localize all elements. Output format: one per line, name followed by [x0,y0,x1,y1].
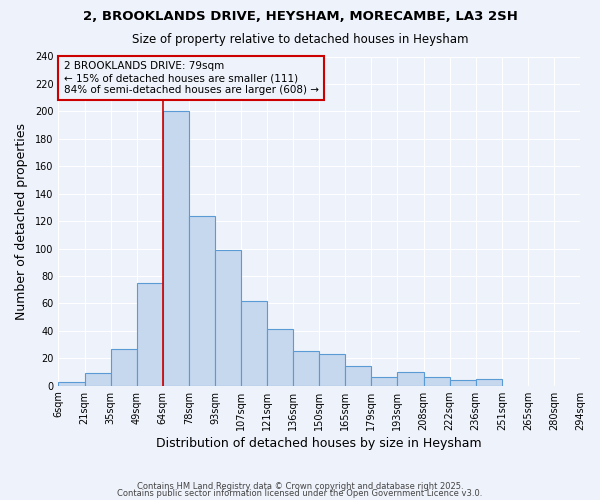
Bar [85,374,110,386]
Bar [371,378,397,386]
Bar [110,348,137,386]
Bar [293,352,319,386]
Bar [397,372,424,386]
Text: Size of property relative to detached houses in Heysham: Size of property relative to detached ho… [132,32,468,46]
Bar [58,382,85,386]
Bar [424,378,449,386]
Text: Contains public sector information licensed under the Open Government Licence v3: Contains public sector information licen… [118,490,482,498]
Bar [449,380,476,386]
Bar [476,379,502,386]
Bar [267,330,293,386]
Y-axis label: Number of detached properties: Number of detached properties [15,122,28,320]
X-axis label: Distribution of detached houses by size in Heysham: Distribution of detached houses by size … [157,437,482,450]
Bar [319,354,345,386]
Text: 2 BROOKLANDS DRIVE: 79sqm
← 15% of detached houses are smaller (111)
84% of semi: 2 BROOKLANDS DRIVE: 79sqm ← 15% of detac… [64,62,319,94]
Bar [189,216,215,386]
Bar [345,366,371,386]
Text: 2, BROOKLANDS DRIVE, HEYSHAM, MORECAMBE, LA3 2SH: 2, BROOKLANDS DRIVE, HEYSHAM, MORECAMBE,… [83,10,517,23]
Bar [137,283,163,386]
Text: Contains HM Land Registry data © Crown copyright and database right 2025.: Contains HM Land Registry data © Crown c… [137,482,463,491]
Bar [163,112,189,386]
Bar [241,300,267,386]
Bar [215,250,241,386]
